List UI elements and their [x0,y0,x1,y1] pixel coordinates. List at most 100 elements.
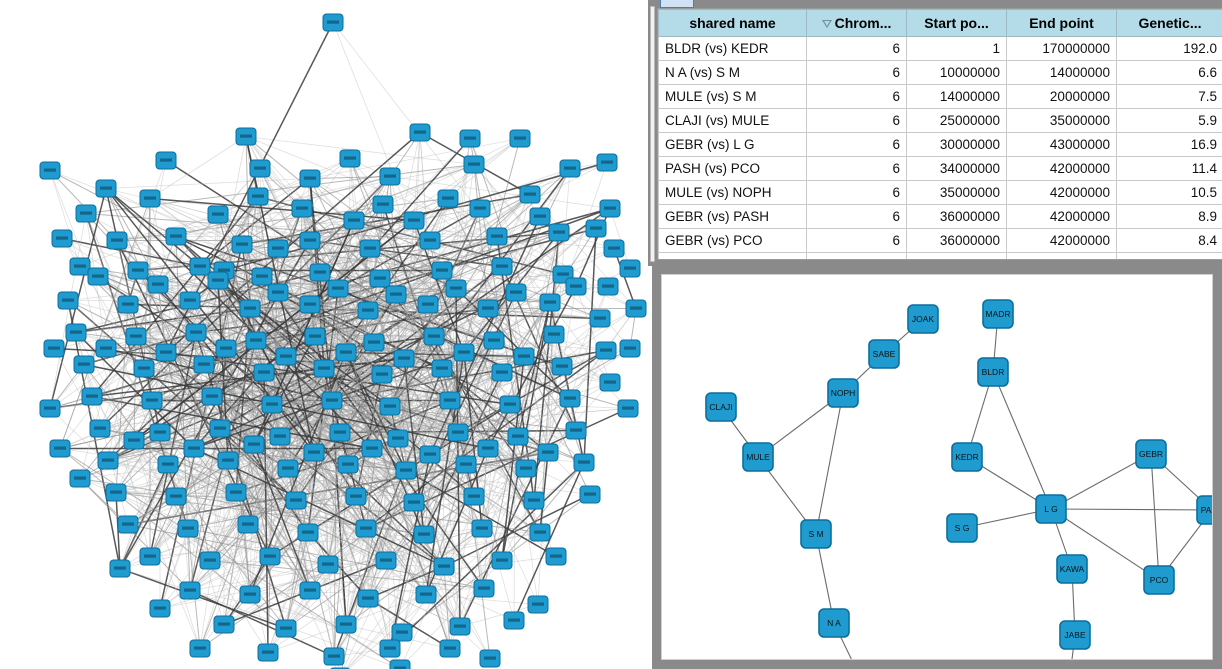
subnetwork-edge[interactable] [992,371,1052,510]
main-network-edge[interactable] [295,352,347,501]
main-network-node[interactable] [431,359,453,378]
main-network-edge[interactable] [209,460,229,561]
main-network-edge[interactable] [389,336,435,649]
main-network-edge[interactable] [157,284,191,591]
subnetwork-node[interactable]: PASH [1196,495,1213,525]
main-network-node[interactable] [267,283,289,302]
main-network-edge[interactable] [79,266,387,561]
node-shape[interactable] [982,299,1014,329]
table-vertical-scrollbar[interactable] [648,0,657,266]
main-network-edge[interactable] [253,336,316,445]
main-network-edge[interactable] [199,177,311,268]
subnetwork-node[interactable]: MADR [982,299,1014,329]
main-network-node[interactable] [469,199,491,218]
main-network-node[interactable] [513,347,535,366]
main-network-edge[interactable] [211,352,465,397]
main-network-edge[interactable] [399,560,503,669]
main-network-edge[interactable] [217,280,311,305]
main-network-edge[interactable] [143,348,227,369]
main-network-edge[interactable] [245,136,255,445]
main-network-node[interactable] [515,459,537,478]
main-network-edge[interactable] [189,300,415,503]
main-network-node[interactable] [545,547,567,566]
main-network-node[interactable] [445,279,467,298]
main-network-edge[interactable] [115,492,401,669]
main-network-node[interactable] [149,423,171,442]
main-network-node[interactable] [597,277,619,296]
table-row[interactable]: PASH (vs) PCO 6 34000000 42000000 11.4 [658,156,1222,181]
main-network-node[interactable] [213,615,235,634]
main-network-edge[interactable] [127,404,273,525]
main-network-node[interactable] [483,331,505,350]
table-row[interactable]: MULE (vs) S M 6 14000000 20000000 7.5 [658,84,1222,109]
main-network-node[interactable] [415,585,437,604]
main-network-edge[interactable] [149,136,247,199]
node-shape[interactable] [705,392,737,422]
main-network-edge[interactable] [463,292,517,353]
main-network-node[interactable] [625,299,647,318]
main-network-node[interactable] [329,423,351,442]
main-network-node[interactable] [73,355,95,374]
main-network-node[interactable] [149,599,171,618]
main-network-node[interactable] [141,391,163,410]
main-network-edge[interactable] [371,278,381,449]
subnetwork-node[interactable]: NOPH [827,378,859,408]
main-network-node[interactable] [251,267,273,286]
main-network-node[interactable] [596,153,618,172]
main-network-node[interactable] [317,555,339,574]
main-network-edge[interactable] [429,168,571,241]
main-network-edge[interactable] [353,220,489,449]
main-network-node[interactable] [431,261,453,280]
main-network-node[interactable] [585,219,607,238]
main-network-view[interactable] [0,0,648,669]
main-network-node[interactable] [95,179,117,198]
main-network-edge[interactable] [367,470,407,599]
main-network-edge[interactable] [345,528,367,625]
main-network-node[interactable] [189,257,211,276]
main-network-edge[interactable] [151,400,387,561]
main-network-edge[interactable] [447,198,601,319]
subnetwork-node[interactable]: SABE [868,339,900,369]
main-network-node[interactable] [355,519,377,538]
main-network-node[interactable] [69,257,91,276]
subnetwork-edge[interactable] [815,392,844,535]
main-network-node[interactable] [253,363,275,382]
main-network-edge[interactable] [365,318,601,529]
main-network-node[interactable] [357,589,379,608]
main-network-edge[interactable] [340,366,563,669]
main-network-node[interactable] [463,155,485,174]
main-network-node[interactable] [379,639,401,658]
main-network-edge[interactable] [459,604,539,627]
subnetwork-node[interactable]: S M [800,519,832,549]
main-network-node[interactable] [95,339,117,358]
main-network-edge[interactable] [133,440,367,529]
column-header-shared_name[interactable]: shared name [658,9,807,37]
main-network-node[interactable] [183,439,205,458]
main-network-node[interactable] [619,339,641,358]
main-network-node[interactable] [419,231,441,250]
main-network-edge[interactable] [353,220,571,399]
main-network-node[interactable] [417,295,439,314]
main-network-node[interactable] [359,239,381,258]
main-network-node[interactable] [509,129,531,148]
main-network-edge[interactable] [119,568,191,591]
main-network-node[interactable] [215,339,237,358]
main-network-edge[interactable] [149,198,347,353]
main-network-edge[interactable] [133,440,315,453]
main-network-node[interactable] [249,159,271,178]
main-network-edge[interactable] [59,266,201,449]
main-network-edge[interactable] [313,452,445,567]
main-network-node[interactable] [565,277,587,296]
main-network-edge[interactable] [61,238,249,525]
main-network-edge[interactable] [227,460,427,595]
main-network-edge[interactable] [67,300,145,369]
main-network-node[interactable] [267,239,289,258]
main-network-node[interactable] [299,169,321,188]
node-shape[interactable] [1035,494,1067,524]
main-network-edge[interactable] [353,220,445,567]
main-network-node[interactable] [565,421,587,440]
main-network-edge[interactable] [49,170,81,267]
main-network-edge[interactable] [245,136,475,165]
main-network-edge[interactable] [223,444,255,625]
main-network-node[interactable] [117,515,139,534]
